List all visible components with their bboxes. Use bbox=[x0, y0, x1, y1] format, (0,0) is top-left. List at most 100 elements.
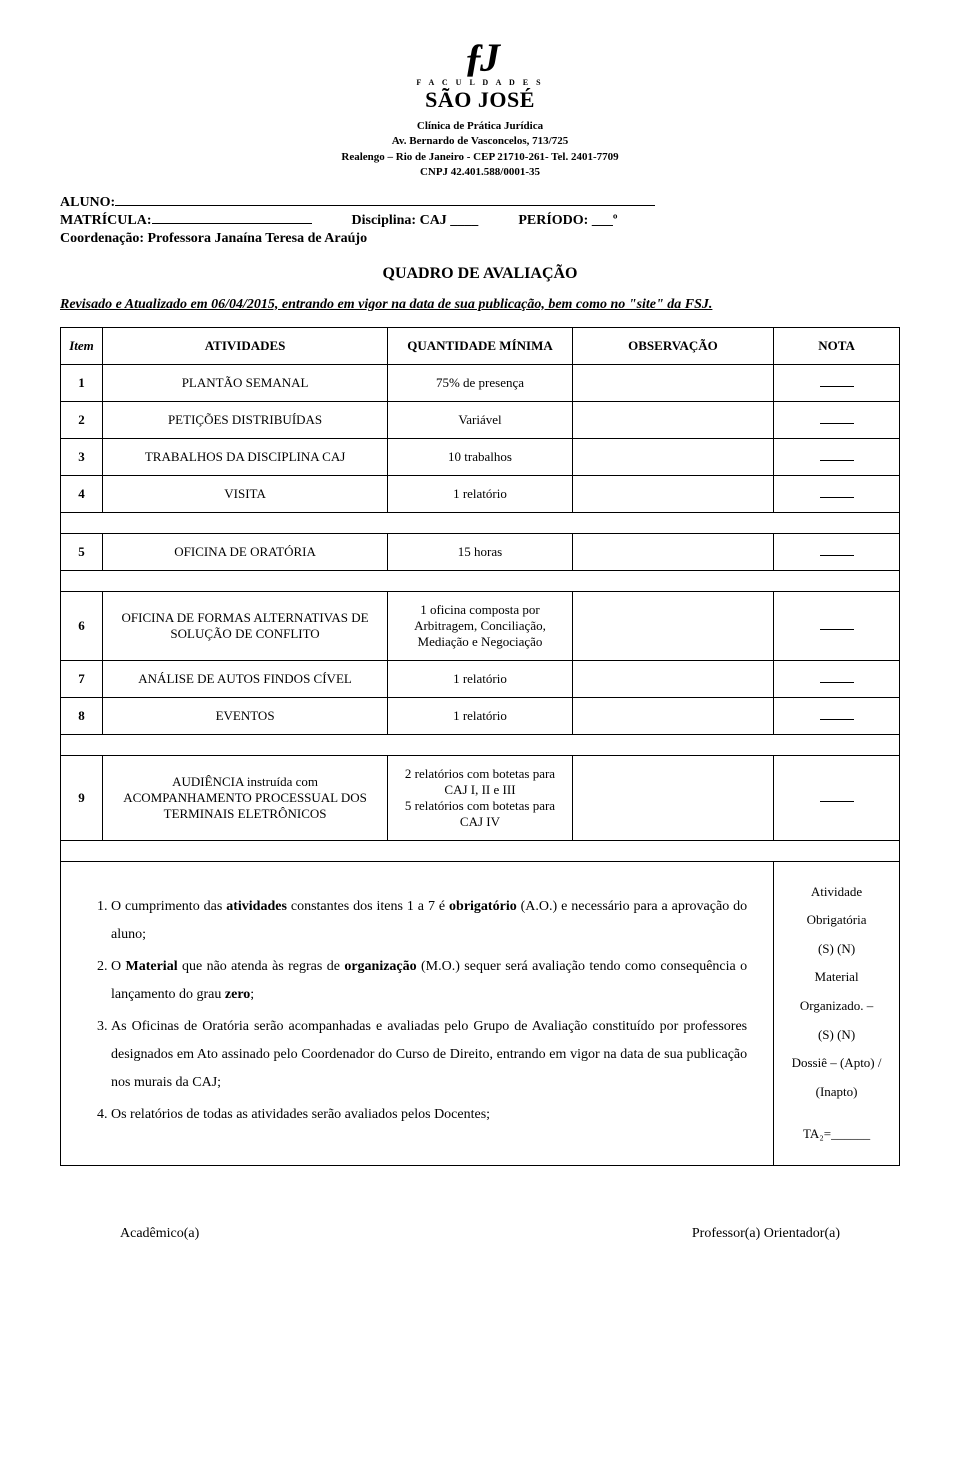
cell-obs bbox=[572, 533, 773, 570]
header-address: Clínica de Prática Jurídica Av. Bernardo… bbox=[60, 119, 900, 181]
table-row: 9 AUDIÊNCIA instruída com ACOMPANHAMENTO… bbox=[61, 755, 900, 840]
spacer-row bbox=[61, 840, 900, 861]
cell-nota bbox=[774, 475, 900, 512]
cell-item: 7 bbox=[61, 660, 103, 697]
cell-atividade: PLANTÃO SEMANAL bbox=[102, 364, 387, 401]
side-l6: TA₂=______ bbox=[784, 1120, 889, 1149]
cell-obs bbox=[572, 660, 773, 697]
cell-obs bbox=[572, 401, 773, 438]
cell-nota bbox=[774, 697, 900, 734]
cell-obs bbox=[572, 364, 773, 401]
cell-item: 2 bbox=[61, 401, 103, 438]
cell-obs bbox=[572, 475, 773, 512]
cell-atividade: PETIÇÕES DISTRIBUÍDAS bbox=[102, 401, 387, 438]
cell-qty: 1 relatório bbox=[388, 660, 573, 697]
periodo-label: PERÍODO: ___º bbox=[518, 213, 617, 229]
cell-item: 8 bbox=[61, 697, 103, 734]
note-3: As Oficinas de Oratória serão acompanhad… bbox=[111, 1013, 747, 1097]
cell-qty: 75% de presença bbox=[388, 364, 573, 401]
table-header-row: Item ATIVIDADES QUANTIDADE MÍNIMA OBSERV… bbox=[61, 327, 900, 364]
cell-qty: 15 horas bbox=[388, 533, 573, 570]
cell-obs bbox=[572, 591, 773, 660]
cell-atividade: TRABALHOS DA DISCIPLINA CAJ bbox=[102, 438, 387, 475]
side-l2: (S) (N) bbox=[784, 935, 889, 964]
logo-faculdades: F A C U L D A D E S bbox=[60, 78, 900, 87]
coord-line: Coordenação: Professora Janaína Teresa d… bbox=[60, 231, 900, 247]
matricula-line: MATRÍCULA: Disciplina: CAJ ____ PERÍODO:… bbox=[60, 213, 900, 229]
cell-item: 1 bbox=[61, 364, 103, 401]
evaluation-table: Item ATIVIDADES QUANTIDADE MÍNIMA OBSERV… bbox=[60, 327, 900, 1166]
matricula-label: MATRÍCULA: bbox=[60, 213, 152, 228]
cell-item: 3 bbox=[61, 438, 103, 475]
table-row: 7 ANÁLISE DE AUTOS FINDOS CÍVEL 1 relató… bbox=[61, 660, 900, 697]
th-atividades: ATIVIDADES bbox=[102, 327, 387, 364]
side-cell: Atividade Obrigatória (S) (N) Material O… bbox=[774, 861, 900, 1165]
cell-nota bbox=[774, 591, 900, 660]
cell-item: 6 bbox=[61, 591, 103, 660]
cell-atividade: VISITA bbox=[102, 475, 387, 512]
spacer-row bbox=[61, 512, 900, 533]
side-l1: Atividade Obrigatória bbox=[784, 878, 889, 935]
table-row: 1 PLANTÃO SEMANAL 75% de presença bbox=[61, 364, 900, 401]
cell-qty: Variável bbox=[388, 401, 573, 438]
cell-qty: 1 relatório bbox=[388, 697, 573, 734]
disciplina-label: Disciplina: CAJ ____ bbox=[352, 213, 479, 229]
cell-nota bbox=[774, 401, 900, 438]
aluno-label: ALUNO: bbox=[60, 195, 115, 210]
cell-atividade: OFICINA DE FORMAS ALTERNATIVAS DE SOLUÇÃ… bbox=[102, 591, 387, 660]
cell-atividade: EVENTOS bbox=[102, 697, 387, 734]
revision-note: Revisado e Atualizado em 06/04/2015, ent… bbox=[60, 297, 900, 313]
aluno-line: ALUNO: bbox=[60, 195, 900, 211]
table-row: 5 OFICINA DE ORATÓRIA 15 horas bbox=[61, 533, 900, 570]
note-4: Os relatórios de todas as atividades ser… bbox=[111, 1101, 747, 1129]
header-line-3: Realengo – Rio de Janeiro - CEP 21710-26… bbox=[60, 150, 900, 165]
cell-nota bbox=[774, 660, 900, 697]
side-l4: (S) (N) bbox=[784, 1021, 889, 1050]
cell-item: 9 bbox=[61, 755, 103, 840]
cell-nota bbox=[774, 438, 900, 475]
table-row: 3 TRABALHOS DA DISCIPLINA CAJ 10 trabalh… bbox=[61, 438, 900, 475]
aluno-blank bbox=[115, 205, 655, 206]
logo-saojose: SÃO JOSÉ bbox=[60, 87, 900, 113]
th-observacao: OBSERVAÇÃO bbox=[572, 327, 773, 364]
cell-nota bbox=[774, 755, 900, 840]
cell-item: 5 bbox=[61, 533, 103, 570]
cell-qty: 1 oficina composta por Arbitragem, Conci… bbox=[388, 591, 573, 660]
notes-cell: O cumprimento das atividades constantes … bbox=[61, 861, 774, 1165]
cell-obs bbox=[572, 438, 773, 475]
spacer-row bbox=[61, 570, 900, 591]
logo-block: ƒJ F A C U L D A D E S SÃO JOSÉ bbox=[60, 40, 900, 113]
signature-row: Acadêmico(a) Professor(a) Orientador(a) bbox=[60, 1226, 900, 1242]
cell-item: 4 bbox=[61, 475, 103, 512]
header-line-4: CNPJ 42.401.588/0001-35 bbox=[60, 165, 900, 180]
note-1: O cumprimento das atividades constantes … bbox=[111, 893, 747, 949]
cell-nota bbox=[774, 364, 900, 401]
th-quantidade: QUANTIDADE MÍNIMA bbox=[388, 327, 573, 364]
table-row: 6 OFICINA DE FORMAS ALTERNATIVAS DE SOLU… bbox=[61, 591, 900, 660]
side-l3: Material Organizado. – bbox=[784, 963, 889, 1020]
cell-qty: 1 relatório bbox=[388, 475, 573, 512]
page-title: QUADRO DE AVALIAÇÃO bbox=[60, 265, 900, 283]
table-row: 2 PETIÇÕES DISTRIBUÍDAS Variável bbox=[61, 401, 900, 438]
th-item: Item bbox=[61, 327, 103, 364]
cell-atividade: ANÁLISE DE AUTOS FINDOS CÍVEL bbox=[102, 660, 387, 697]
cell-qty: 10 trabalhos bbox=[388, 438, 573, 475]
header-line-1: Clínica de Prática Jurídica bbox=[60, 119, 900, 134]
cell-qty: 2 relatórios com botetas para CAJ I, II … bbox=[388, 755, 573, 840]
cell-obs bbox=[572, 697, 773, 734]
cell-atividade: OFICINA DE ORATÓRIA bbox=[102, 533, 387, 570]
table-row: 8 EVENTOS 1 relatório bbox=[61, 697, 900, 734]
cell-obs bbox=[572, 755, 773, 840]
cell-atividade: AUDIÊNCIA instruída com ACOMPANHAMENTO P… bbox=[102, 755, 387, 840]
table-row: 4 VISITA 1 relatório bbox=[61, 475, 900, 512]
logo-mark: ƒJ bbox=[60, 40, 900, 76]
spacer-row bbox=[61, 734, 900, 755]
signature-left: Acadêmico(a) bbox=[120, 1226, 199, 1242]
notes-row: O cumprimento das atividades constantes … bbox=[61, 861, 900, 1165]
matricula-blank bbox=[152, 223, 312, 224]
note-2: O Material que não atenda às regras de o… bbox=[111, 953, 747, 1009]
th-nota: NOTA bbox=[774, 327, 900, 364]
side-l5: Dossiê – (Apto) / (Inapto) bbox=[784, 1049, 889, 1106]
header-line-2: Av. Bernardo de Vasconcelos, 713/725 bbox=[60, 134, 900, 149]
signature-right: Professor(a) Orientador(a) bbox=[692, 1226, 840, 1242]
